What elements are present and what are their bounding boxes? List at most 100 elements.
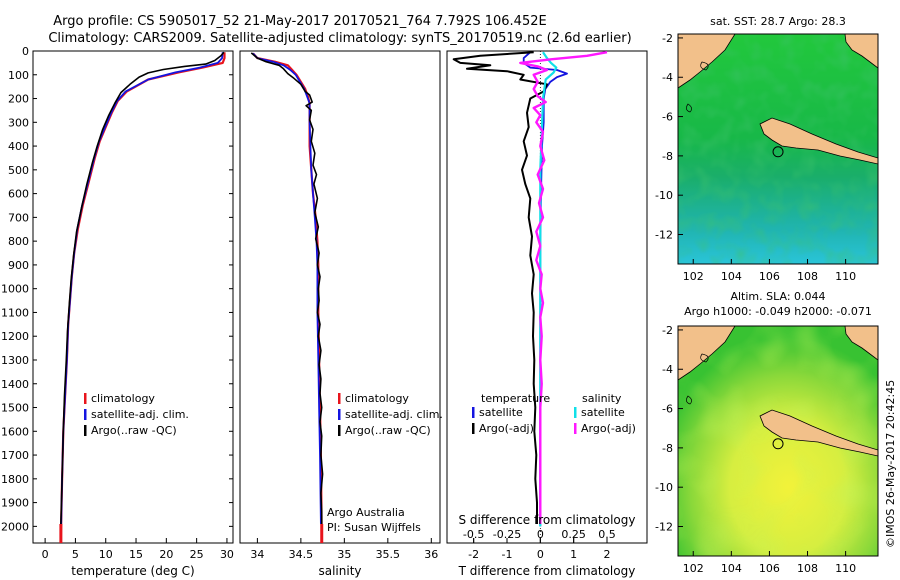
temperature-panel: 0100200300400500600700800900100011001200… xyxy=(1,45,647,578)
map-y-tick-label: -6 xyxy=(662,403,673,416)
legend-title-temperature: temperature xyxy=(481,392,550,405)
legend-swatch xyxy=(472,407,475,418)
map-y-tick-label: -2 xyxy=(662,324,673,337)
map-x-tick-label: 110 xyxy=(835,562,856,575)
title-line-2: Climatology: CARS2009. Satellite-adjuste… xyxy=(48,31,631,46)
map-y-tick-label: -8 xyxy=(662,150,673,163)
S-difference-xlabel: S difference from climatology xyxy=(459,513,636,527)
depth-tick-label: 1200 xyxy=(1,330,29,343)
depth-tick-label: 600 xyxy=(8,188,29,201)
x-tick-label: 35 xyxy=(337,548,351,561)
temperature-legend: climatology satellite-adj. clim. Argo(..ra… xyxy=(84,392,189,437)
sla-map-field xyxy=(678,326,878,556)
depth-tick-label: 800 xyxy=(8,235,29,248)
x-tick-label: 20 xyxy=(159,548,173,561)
x-tick-label: 0 xyxy=(42,548,49,561)
sla-map-title-1: Altim. SLA: 0.044 xyxy=(730,290,825,303)
x-tick-label: -0.5 xyxy=(463,528,484,541)
map-y-tick-label: -12 xyxy=(655,229,673,242)
map-x-tick-label: 110 xyxy=(835,270,856,283)
x-tick-label: 0 xyxy=(537,548,544,561)
temperature-axis: 0 5 10 15 20 25 30 xyxy=(42,538,234,561)
sst-map-field xyxy=(678,34,878,264)
borneo-land xyxy=(844,326,878,361)
legend-label: satellite-adj. clim. xyxy=(91,408,189,421)
depth-tick-label: 1400 xyxy=(1,378,29,391)
legend-swatch xyxy=(338,425,341,436)
map-y-tick-label: -6 xyxy=(662,111,673,124)
argo-raw-qc-line xyxy=(60,51,225,525)
difference-panel: -2 -1 0 1 2 -0.5 -0.25 0 0.25 0.5 T difference fr… xyxy=(446,50,648,578)
salinity-lines xyxy=(250,52,324,543)
salinity-axes-frame xyxy=(239,50,441,544)
depth-tick-label: 100 xyxy=(8,69,29,82)
legend-label: satellite xyxy=(479,406,523,419)
sla-map-axes: 102 104 106 108 110 -2 -4 -6 -8 -10 -12 xyxy=(655,324,856,575)
s-argo-adj-line xyxy=(519,51,608,524)
argo-position-marker xyxy=(772,438,784,450)
java-land xyxy=(759,117,878,165)
argo-position-marker xyxy=(772,146,784,158)
legend-swatch xyxy=(574,423,577,434)
s-satellite-line xyxy=(539,51,558,527)
depth-tick-label: 200 xyxy=(8,93,29,106)
sst-map-title: sat. SST: 28.7 Argo: 28.3 xyxy=(710,15,846,28)
x-tick-label: 34 xyxy=(250,548,264,561)
sst-map-axes: 102 104 106 108 110 -2 -4 -6 -8 -10 -12 xyxy=(655,32,856,283)
x-tick-label: 0 xyxy=(537,528,544,541)
x-tick-label: 2 xyxy=(604,548,611,561)
borneo-land xyxy=(844,34,878,69)
depth-tick-label: 2000 xyxy=(1,520,29,533)
depth-tick-label: 1100 xyxy=(1,306,29,319)
map-y-tick-label: -4 xyxy=(662,71,673,84)
map-x-tick-label: 108 xyxy=(797,562,818,575)
salinity-legend: climatology satellite-adj. clim. Argo(..ra… xyxy=(338,392,443,437)
temperature-xlabel: temperature (deg C) xyxy=(71,564,194,578)
satellite-adj-clim-line xyxy=(252,52,322,525)
difference-axes-frame xyxy=(446,50,648,544)
map-y-tick-label: -10 xyxy=(655,189,673,202)
x-tick-label: -2 xyxy=(468,548,479,561)
imos-watermark: ©IMOS 26-May-2017 20:42:45 xyxy=(884,380,897,548)
x-tick-label: 36 xyxy=(424,548,438,561)
x-tick-label: 25 xyxy=(190,548,204,561)
map-x-tick-label: 106 xyxy=(759,562,780,575)
depth-tick-label: 400 xyxy=(8,140,29,153)
depth-tick-label: 0 xyxy=(22,45,29,58)
depth-tick-label: 700 xyxy=(8,211,29,224)
temperature-lines xyxy=(59,51,226,543)
legend-swatch xyxy=(574,407,577,418)
legend-label: climatology xyxy=(91,392,155,405)
x-tick-label: 1 xyxy=(570,548,577,561)
legend-swatch xyxy=(338,409,341,420)
difference-axes: -2 -1 0 1 2 -0.5 -0.25 0 0.25 0.5 xyxy=(463,528,616,561)
map-x-tick-label: 102 xyxy=(683,270,704,283)
legend-label: satellite xyxy=(581,406,625,419)
sst-map-frame xyxy=(677,33,879,265)
x-tick-label: -1 xyxy=(502,548,513,561)
T-difference-xlabel: T difference from climatology xyxy=(458,564,636,578)
depth-tick-label: 1800 xyxy=(1,473,29,486)
credit-line-2: PI: Susan Wijffels xyxy=(327,521,421,534)
salinity-xlabel: salinity xyxy=(318,564,361,578)
sumatra-land xyxy=(678,34,736,89)
depth-tick-label: 1300 xyxy=(1,354,29,367)
legend-swatch xyxy=(84,425,87,436)
map-y-tick-label: -2 xyxy=(662,32,673,45)
x-tick-label: 35.5 xyxy=(376,548,401,561)
legend-label: satellite-adj. clim. xyxy=(345,408,443,421)
salinity-panel: 34 34.5 35 35.5 36 salinity climatology satel… xyxy=(239,50,443,578)
sla-map-title-2: Argo h1000: -0.049 h2000: -0.071 xyxy=(684,305,872,318)
map-x-tick-label: 104 xyxy=(721,270,742,283)
legend-swatch xyxy=(84,393,87,404)
depth-tick-label: 900 xyxy=(8,259,29,272)
x-tick-label: 10 xyxy=(99,548,113,561)
depth-tick-label: 1500 xyxy=(1,402,29,415)
map-y-tick-label: -10 xyxy=(655,481,673,494)
x-tick-label: 34.5 xyxy=(289,548,314,561)
legend-label: climatology xyxy=(345,392,409,405)
legend-label: Argo(-adj) xyxy=(479,422,534,435)
depth-tick-label: 500 xyxy=(8,164,29,177)
legend-swatch xyxy=(472,423,475,434)
